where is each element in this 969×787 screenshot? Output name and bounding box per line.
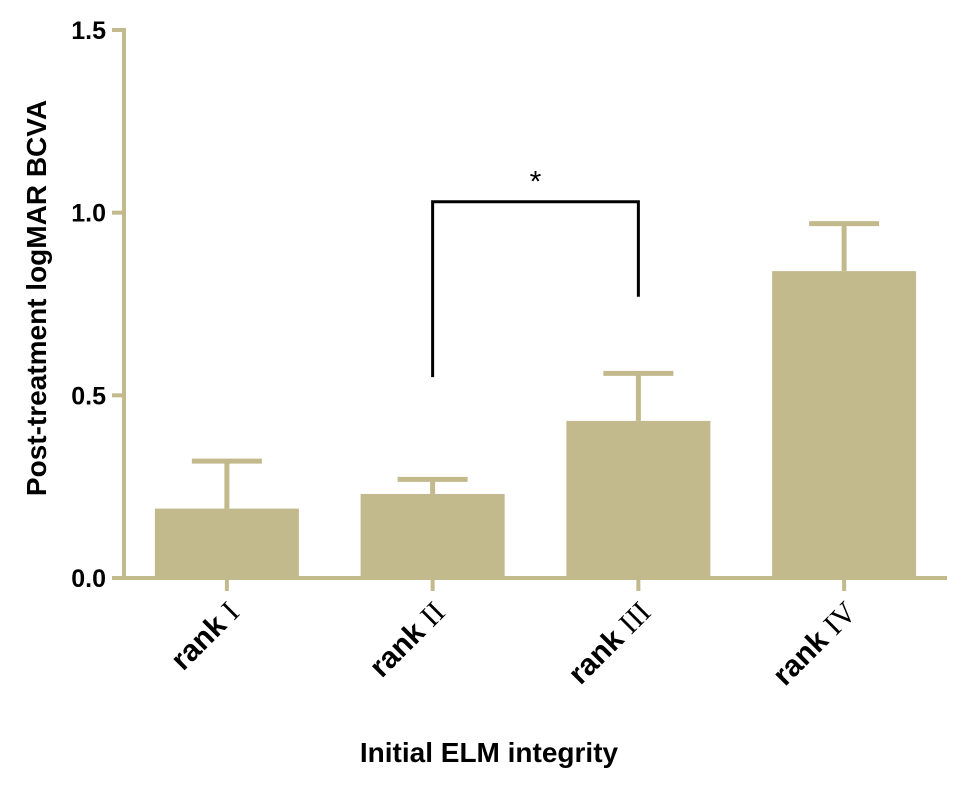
y-tick-label-1: 0.5 [71, 382, 106, 410]
y-tick-label-3: 1.5 [71, 17, 106, 45]
bar-3 [566, 420, 711, 578]
x-tick-label-4: rank IV [767, 595, 864, 692]
significance-label-1: * [530, 166, 542, 199]
x-tick-label-1: rank I [165, 596, 246, 677]
bars [154, 221, 917, 578]
significance-bracket-1 [431, 200, 640, 378]
y-tick-label-0: 0.0 [71, 565, 106, 593]
x-axis-title: Initial ELM integrity [360, 737, 619, 768]
annotations: * [431, 166, 640, 378]
bar-2 [360, 493, 505, 578]
y-axis-title: Post-treatment logMAR BCVA [21, 100, 52, 496]
y-tick-label-2: 1.0 [71, 200, 106, 228]
x-tick-label-2: rank II [363, 596, 451, 684]
bar-4 [772, 271, 917, 578]
x-tick-label-3: rank III [562, 596, 657, 691]
bar-1 [154, 508, 299, 578]
